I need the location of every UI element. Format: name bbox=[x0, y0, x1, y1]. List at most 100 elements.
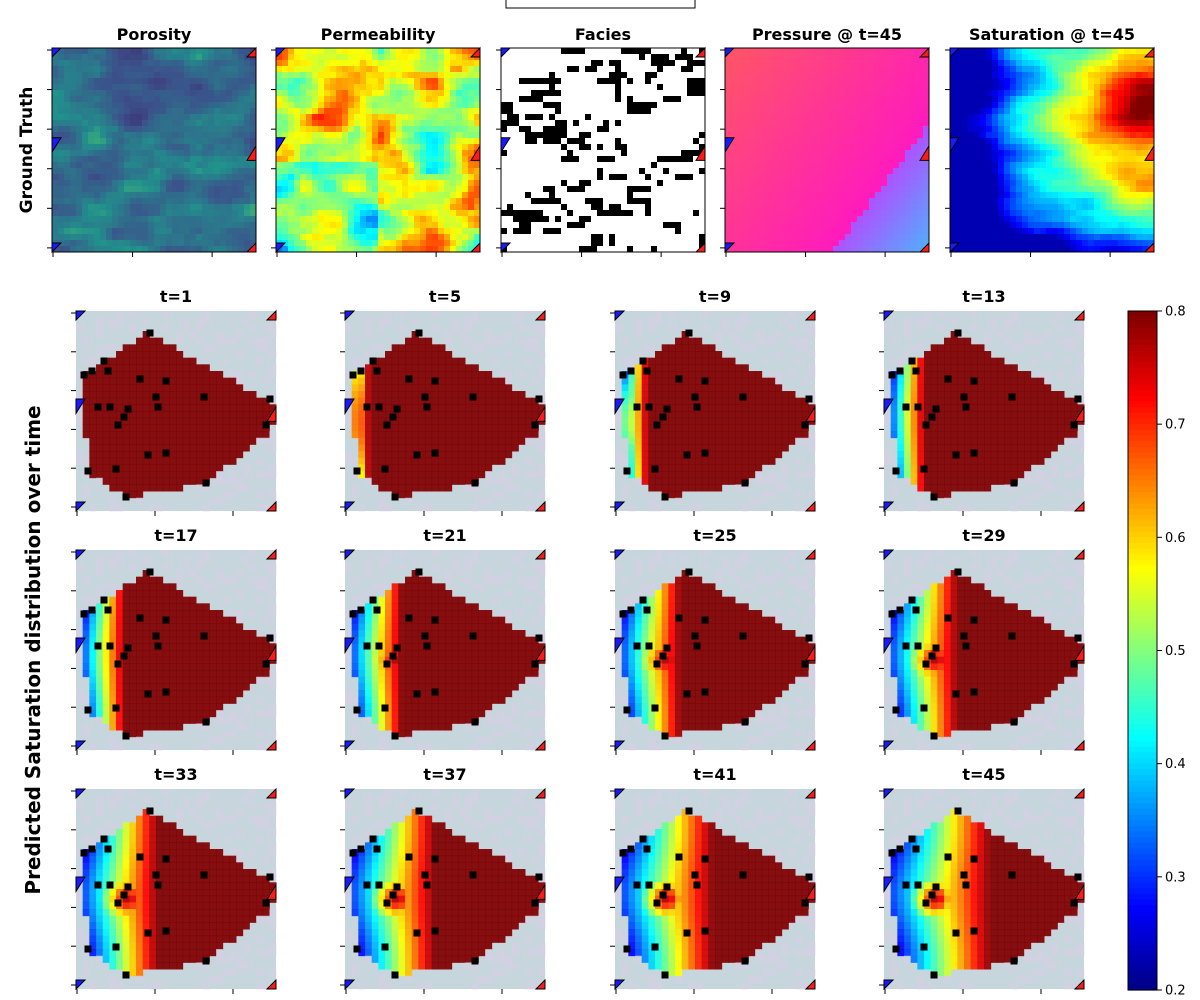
monitoring-well-marker bbox=[970, 377, 978, 385]
monitoring-well-marker bbox=[431, 449, 439, 457]
monitoring-well-marker bbox=[960, 871, 968, 879]
monitoring-well-marker bbox=[152, 871, 160, 879]
producer-marker bbox=[1073, 500, 1085, 512]
monitoring-well-marker bbox=[469, 871, 477, 879]
monitoring-well-marker bbox=[627, 367, 635, 375]
monitoring-well-marker bbox=[805, 395, 813, 403]
monitoring-well-marker bbox=[908, 596, 916, 604]
monitoring-well-marker bbox=[383, 899, 391, 907]
monitoring-well-marker bbox=[373, 606, 381, 614]
monitoring-well-marker bbox=[471, 718, 479, 726]
monitoring-well-marker bbox=[122, 493, 130, 501]
monitoring-well-marker bbox=[619, 371, 627, 379]
monitoring-well-marker bbox=[954, 807, 962, 815]
monitoring-well-marker bbox=[741, 718, 749, 726]
monitoring-well-marker bbox=[120, 891, 128, 899]
producer-marker bbox=[1073, 739, 1085, 751]
producer-marker bbox=[246, 144, 257, 161]
monitoring-well-marker bbox=[84, 467, 92, 475]
producer-marker bbox=[919, 144, 930, 161]
producer-marker bbox=[534, 978, 546, 990]
prediction-panel-t33: t=33 bbox=[71, 765, 277, 994]
monitoring-well-marker bbox=[675, 375, 683, 383]
monitoring-well-marker bbox=[146, 807, 154, 815]
producer-marker bbox=[266, 644, 277, 661]
monitoring-well-marker bbox=[970, 855, 978, 863]
monitoring-well-marker bbox=[739, 393, 747, 401]
monitoring-well-marker bbox=[914, 642, 922, 650]
producer-marker bbox=[1143, 46, 1155, 58]
monitoring-well-marker bbox=[531, 660, 539, 668]
producer-marker bbox=[1073, 309, 1085, 321]
panel-title: t=41 bbox=[693, 765, 736, 784]
monitoring-well-marker bbox=[471, 479, 479, 487]
monitoring-well-marker bbox=[928, 652, 936, 660]
monitoring-well-marker bbox=[633, 403, 641, 411]
monitoring-well-marker bbox=[1008, 393, 1016, 401]
colorbar-tick-label: 0.4 bbox=[1165, 757, 1186, 772]
prediction-grid: t=1 t=5 t=9 t=13 t=17 t=21 t=25 t=29 t=33 t=37 t=4… bbox=[71, 287, 1085, 994]
producer-marker bbox=[694, 241, 706, 253]
monitoring-well-marker bbox=[683, 929, 691, 937]
monitoring-well-marker bbox=[619, 610, 627, 618]
injector-marker bbox=[883, 788, 895, 800]
monitoring-well-marker bbox=[152, 393, 160, 401]
producer-marker bbox=[535, 883, 546, 900]
monitoring-well-marker bbox=[932, 405, 940, 413]
monitoring-well-marker bbox=[431, 855, 439, 863]
monitoring-well-marker bbox=[653, 421, 661, 429]
prediction-panel-t5: t=5 bbox=[340, 287, 546, 516]
injector-marker bbox=[51, 137, 62, 154]
monitoring-well-marker bbox=[896, 606, 904, 614]
monitoring-well-marker bbox=[962, 403, 970, 411]
monitoring-well-marker bbox=[94, 642, 102, 650]
monitoring-well-marker bbox=[353, 467, 361, 475]
monitoring-well-marker bbox=[954, 329, 962, 337]
monitoring-well-marker bbox=[962, 642, 970, 650]
monitoring-well-marker bbox=[262, 421, 270, 429]
prediction-panel-t41: t=41 bbox=[610, 765, 816, 994]
monitoring-well-marker bbox=[1010, 957, 1018, 965]
monitoring-well-marker bbox=[952, 690, 960, 698]
monitoring-well-marker bbox=[623, 945, 631, 953]
monitoring-well-marker bbox=[1070, 899, 1078, 907]
monitoring-well-marker bbox=[122, 971, 130, 979]
monitoring-well-marker bbox=[627, 606, 635, 614]
monitoring-well-marker bbox=[908, 835, 916, 843]
monitoring-well-marker bbox=[932, 644, 940, 652]
injector-marker bbox=[949, 47, 961, 59]
monitoring-well-marker bbox=[928, 413, 936, 421]
monitoring-well-marker bbox=[651, 704, 659, 712]
monitoring-well-marker bbox=[651, 465, 659, 473]
monitoring-well-marker bbox=[202, 957, 210, 965]
monitoring-well-marker bbox=[663, 883, 671, 891]
prediction-panel-t37: t=37 bbox=[340, 765, 546, 994]
monitoring-well-marker bbox=[944, 614, 952, 622]
monitoring-well-marker bbox=[643, 367, 651, 375]
monitoring-well-marker bbox=[266, 873, 274, 881]
monitoring-well-marker bbox=[100, 357, 108, 365]
monitoring-well-marker bbox=[381, 943, 389, 951]
monitoring-well-marker bbox=[970, 616, 978, 624]
prediction-panel-t9: t=9 bbox=[610, 287, 816, 516]
monitoring-well-marker bbox=[80, 849, 88, 857]
injector-marker bbox=[75, 310, 87, 322]
monitoring-well-marker bbox=[685, 568, 693, 576]
producer-marker bbox=[245, 46, 257, 58]
producer-marker bbox=[1144, 144, 1155, 161]
producer-marker bbox=[534, 309, 546, 321]
monitoring-well-marker bbox=[146, 329, 154, 337]
panel-title: t=1 bbox=[160, 287, 192, 306]
monitoring-well-marker bbox=[431, 927, 439, 935]
monitoring-well-marker bbox=[944, 853, 952, 861]
monitoring-well-marker bbox=[1070, 421, 1078, 429]
monitoring-well-marker bbox=[691, 393, 699, 401]
monitoring-well-marker bbox=[136, 853, 144, 861]
panel-title: t=13 bbox=[962, 287, 1005, 306]
monitoring-well-marker bbox=[902, 881, 910, 889]
monitoring-well-marker bbox=[531, 899, 539, 907]
monitoring-well-marker bbox=[930, 732, 938, 740]
producer-marker bbox=[804, 500, 816, 512]
monitoring-well-marker bbox=[375, 881, 383, 889]
monitoring-well-marker bbox=[531, 421, 539, 429]
